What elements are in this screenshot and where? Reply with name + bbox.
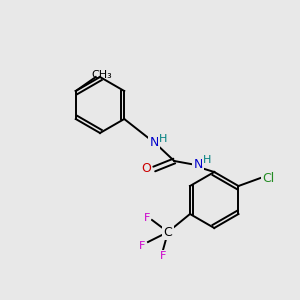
Text: Cl: Cl: [262, 172, 274, 184]
Text: C: C: [164, 226, 172, 238]
Text: N: N: [194, 158, 203, 172]
Text: O: O: [141, 163, 151, 176]
Text: H: H: [203, 155, 212, 165]
Text: F: F: [144, 213, 150, 223]
Text: F: F: [139, 241, 145, 251]
Text: CH₃: CH₃: [92, 70, 112, 80]
Text: F: F: [160, 251, 166, 261]
Text: N: N: [150, 136, 159, 149]
Text: H: H: [159, 134, 167, 144]
